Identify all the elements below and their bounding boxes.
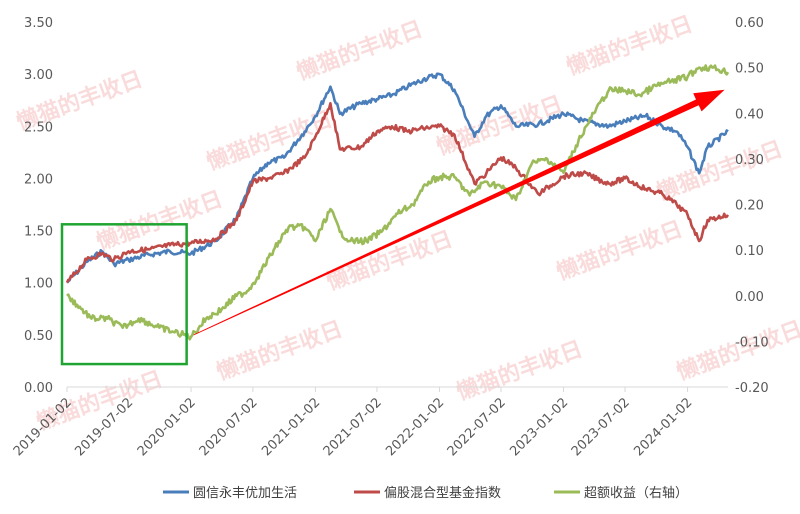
annotation-layer (60, 89, 725, 366)
x-tick-label: 2020-01-02 (135, 395, 199, 459)
legend-label: 圆信永丰优加生活 (193, 486, 297, 501)
x-tick-label: 2022-07-02 (445, 395, 509, 459)
y-left-tick-label: 2.50 (24, 120, 53, 135)
x-tick-label: 2022-01-02 (383, 395, 447, 459)
watermark-text: 懒猫的丰收日 (553, 216, 686, 286)
y-right-tick-label: 0.60 (735, 16, 764, 31)
x-tick-label: 2021-01-02 (259, 395, 323, 459)
x-tick-label: 2024-01-02 (631, 395, 695, 459)
legend: 圆信永丰优加生活 偏股混合型基金指数 超额收益（右轴） (163, 485, 688, 501)
y-right-tick-label: 0.00 (735, 290, 764, 305)
highlight-box (60, 223, 188, 366)
y-right-tick-label: 0.50 (735, 62, 764, 77)
watermark-text: 懒猫的丰收日 (453, 336, 586, 406)
y-right-tick-label: -0.10 (735, 335, 769, 350)
y-left-tick-label: 3.00 (24, 68, 53, 83)
series-line-2 (66, 64, 730, 341)
series-line-0 (66, 72, 729, 284)
watermark-text: 懒猫的丰收日 (293, 16, 426, 86)
x-tick-label: 2023-01-02 (507, 395, 571, 459)
watermark-text: 懒猫的丰收日 (563, 11, 696, 81)
series-line-1 (65, 102, 730, 284)
watermark-text: 懒猫的丰收日 (653, 136, 786, 206)
y-right-tick-label: 0.30 (735, 153, 764, 168)
series-layer (65, 64, 730, 341)
x-tick-label: 2020-07-02 (197, 395, 261, 459)
y-right-tick-label: 0.40 (735, 107, 764, 122)
y-right-tick-label: 0.10 (735, 244, 764, 259)
y-left-tick-label: 0.00 (24, 381, 53, 396)
x-tick-label: 2023-07-02 (569, 395, 633, 459)
x-tick-label: 2019-01-02 (11, 395, 75, 459)
y-left-tick-label: 1.00 (24, 277, 53, 292)
y-axis-right: -0.20 -0.10 0.00 0.10 0.20 0.30 0.40 0.50 0.60 (735, 16, 769, 396)
watermark-text: 懒猫的丰收日 (213, 316, 346, 386)
y-axis-left: 0.00 0.50 1.00 1.50 2.00 2.50 3.00 3.50 (24, 16, 53, 396)
legend-label: 超额收益（右轴） (584, 486, 688, 501)
y-right-tick-label: 0.20 (735, 199, 764, 214)
y-right-tick-label: -0.20 (735, 381, 769, 396)
watermark-text: 懒猫的丰收日 (433, 91, 566, 161)
trend-arrow (193, 89, 725, 336)
y-left-tick-label: 0.50 (24, 329, 53, 344)
watermark-text: 懒猫的丰收日 (673, 316, 800, 386)
y-left-tick-label: 3.50 (24, 16, 53, 31)
x-tick-label: 2021-07-02 (321, 395, 385, 459)
y-left-tick-label: 1.50 (24, 225, 53, 240)
legend-label: 偏股混合型基金指数 (384, 485, 501, 501)
y-left-tick-label: 2.00 (24, 172, 53, 187)
